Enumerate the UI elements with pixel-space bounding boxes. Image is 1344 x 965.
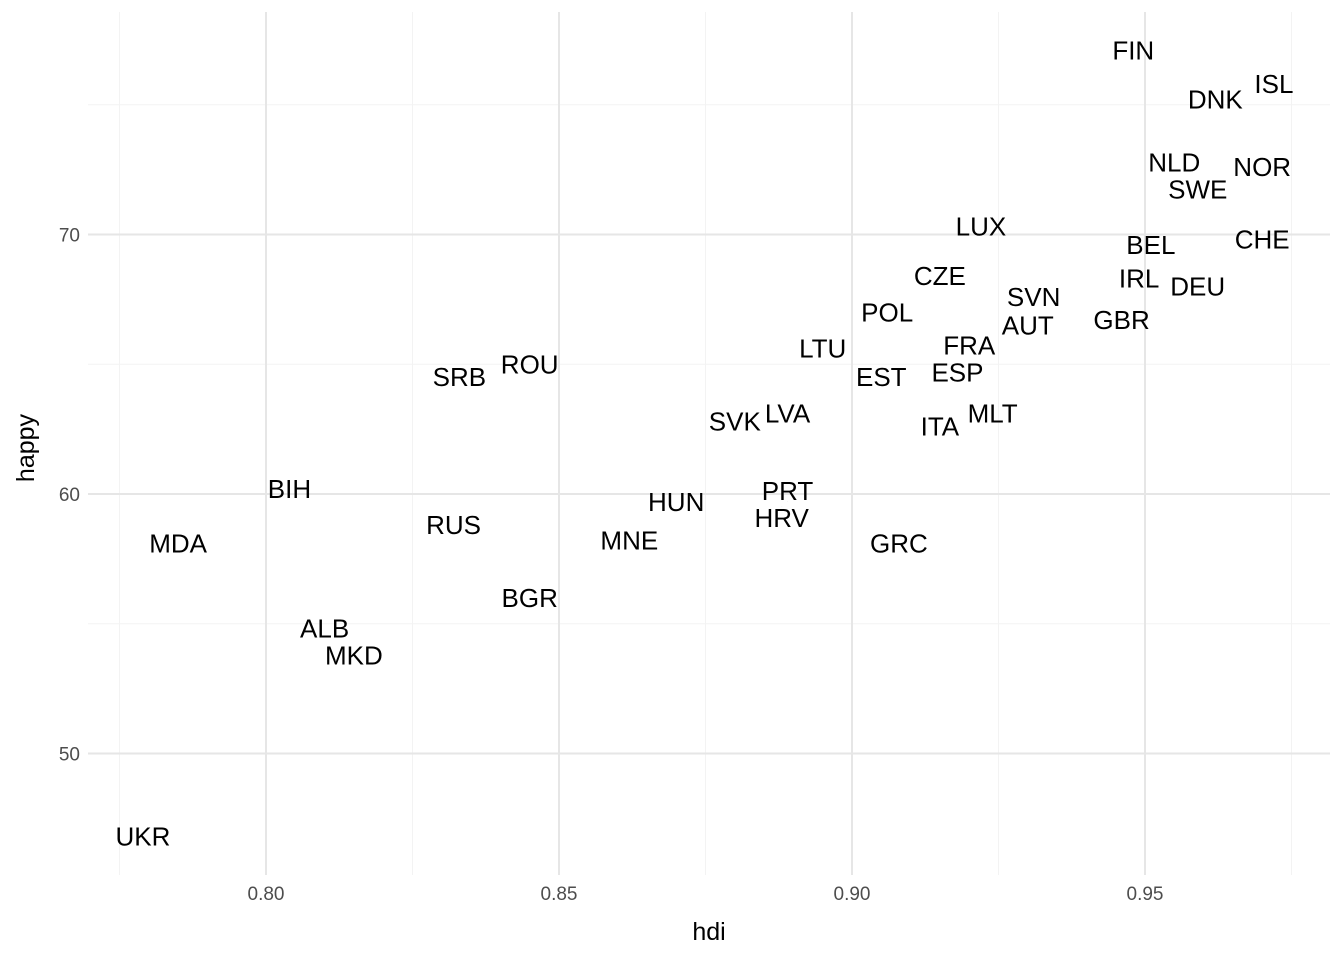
x-tick-label: 0.90 <box>834 884 871 905</box>
x-tick-label: 0.95 <box>1127 884 1164 905</box>
label-leader-lines <box>781 501 789 507</box>
point-label-srb: SRB <box>433 362 486 392</box>
y-tick-label: 60 <box>59 485 80 506</box>
point-label-lva: LVA <box>765 399 811 429</box>
point-label-che: CHE <box>1235 225 1290 255</box>
point-label-svk: SVK <box>709 406 762 436</box>
point-label-mlt: MLT <box>968 399 1018 429</box>
point-label-est: EST <box>856 362 907 392</box>
point-label-prt: PRT <box>762 476 814 506</box>
point-label-fra: FRA <box>943 331 996 361</box>
point-label-hrv: HRV <box>754 503 809 533</box>
point-label-fin: FIN <box>1112 35 1154 65</box>
point-label-aut: AUT <box>1002 310 1054 340</box>
point-label-bgr: BGR <box>502 583 558 613</box>
point-label-pol: POL <box>861 297 913 327</box>
point-label-grc: GRC <box>870 528 928 558</box>
point-label-esp: ESP <box>931 358 983 388</box>
point-label-isl: ISL <box>1254 69 1293 99</box>
y-axis-title: happy <box>12 413 40 482</box>
point-label-ukr: UKR <box>115 822 170 852</box>
point-label-rou: ROU <box>501 349 559 379</box>
point-label-mkd: MKD <box>325 640 383 670</box>
point-label-ltu: LTU <box>799 334 846 364</box>
point-label-mne: MNE <box>600 526 658 556</box>
point-label-nor: NOR <box>1233 152 1291 182</box>
y-tick-label: 70 <box>59 226 80 247</box>
y-tick-label: 50 <box>59 745 80 766</box>
point-label-bih: BIH <box>268 474 311 504</box>
x-tick-label: 0.80 <box>248 884 285 905</box>
grid <box>88 12 1330 875</box>
point-label-alb: ALB <box>300 613 349 643</box>
point-label-ita: ITA <box>921 412 960 442</box>
point-label-gbr: GBR <box>1093 305 1149 335</box>
x-axis-title: hdi <box>692 918 725 946</box>
x-tick-label: 0.85 <box>541 884 578 905</box>
point-label-cze: CZE <box>914 261 966 291</box>
point-label-rus: RUS <box>426 510 481 540</box>
point-label-nld: NLD <box>1148 148 1200 178</box>
point-label-bel: BEL <box>1126 230 1175 260</box>
point-label-svn: SVN <box>1007 282 1060 312</box>
point-label-mda: MDA <box>149 528 207 558</box>
point-label-swe: SWE <box>1168 175 1227 205</box>
point-label-dnk: DNK <box>1188 85 1244 115</box>
point-label-hun: HUN <box>648 487 704 517</box>
point-label-deu: DEU <box>1170 271 1225 301</box>
axis-ticks: 0.80 0.85 0.90 0.95 50 60 70 <box>59 226 1164 906</box>
point-label-irl: IRL <box>1119 264 1159 294</box>
point-label-lux: LUX <box>956 212 1007 242</box>
